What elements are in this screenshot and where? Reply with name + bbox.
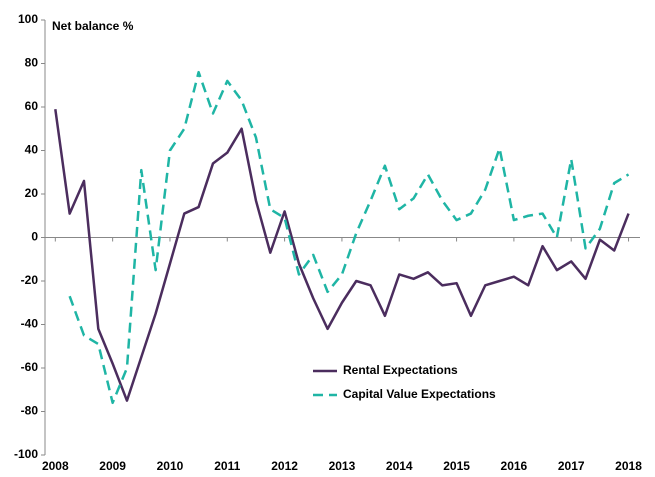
y-tick-label: 100 <box>18 12 38 26</box>
y-tick-label: 60 <box>25 99 39 113</box>
x-tick-label: 2013 <box>329 459 356 473</box>
y-tick-label: -60 <box>21 360 39 374</box>
y-tick-label: 80 <box>25 56 39 70</box>
series-line <box>54 109 630 402</box>
x-tick-label: 2015 <box>443 459 470 473</box>
y-tick-label: -100 <box>14 447 38 461</box>
y-tick-label: 40 <box>25 143 39 157</box>
x-tick-label: 2018 <box>615 459 642 473</box>
y-tick-label: -40 <box>21 317 39 331</box>
y-tick-label: 20 <box>25 186 39 200</box>
x-tick-label: 2009 <box>99 459 126 473</box>
x-tick-label: 2012 <box>271 459 298 473</box>
x-tick-label: 2016 <box>501 459 528 473</box>
series-line <box>68 70 630 405</box>
x-tick-label: 2017 <box>558 459 585 473</box>
legend-label: Capital Value Expectations <box>343 387 496 401</box>
x-tick-label: 2014 <box>386 459 413 473</box>
y-tick-label: -20 <box>21 273 39 287</box>
legend-label: Rental Expectations <box>343 363 458 377</box>
y-tick-label: 0 <box>31 230 38 244</box>
x-tick-label: 2011 <box>214 459 240 473</box>
x-tick-label: 2008 <box>42 459 69 473</box>
y-axis-label: Net balance % <box>52 19 134 33</box>
x-tick-label: 2010 <box>157 459 184 473</box>
y-tick-label: -80 <box>21 404 39 418</box>
